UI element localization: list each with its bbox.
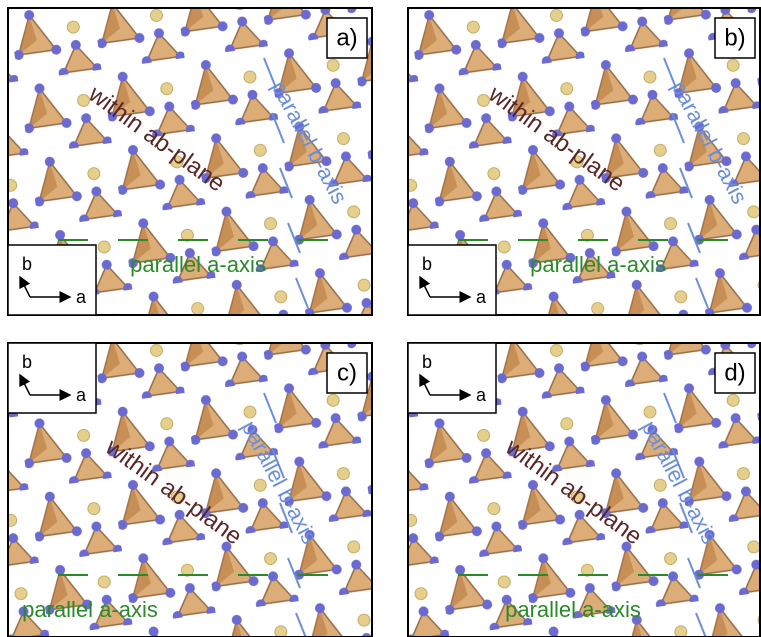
parallel-a-axis: parallel a-axis — [505, 597, 641, 622]
inset-b: b — [22, 352, 32, 372]
parallel-a-axis: parallel a-axis — [130, 252, 266, 277]
inset-a: a — [76, 287, 87, 307]
panel-label: b) — [724, 24, 745, 51]
inset-a: a — [476, 385, 487, 405]
panel-label: a) — [336, 24, 357, 51]
inset-a: a — [476, 287, 487, 307]
inset-b: b — [422, 254, 432, 274]
inset-b: b — [422, 352, 432, 372]
figure: a)bawithin ab-planeparallel b-axisparall… — [0, 0, 761, 637]
inset-b: b — [22, 254, 32, 274]
parallel-a-axis: parallel a-axis — [22, 597, 158, 622]
panel-label: c) — [337, 359, 357, 386]
inset-a: a — [76, 385, 87, 405]
panel-label: d) — [724, 359, 745, 386]
parallel-a-axis: parallel a-axis — [530, 252, 666, 277]
